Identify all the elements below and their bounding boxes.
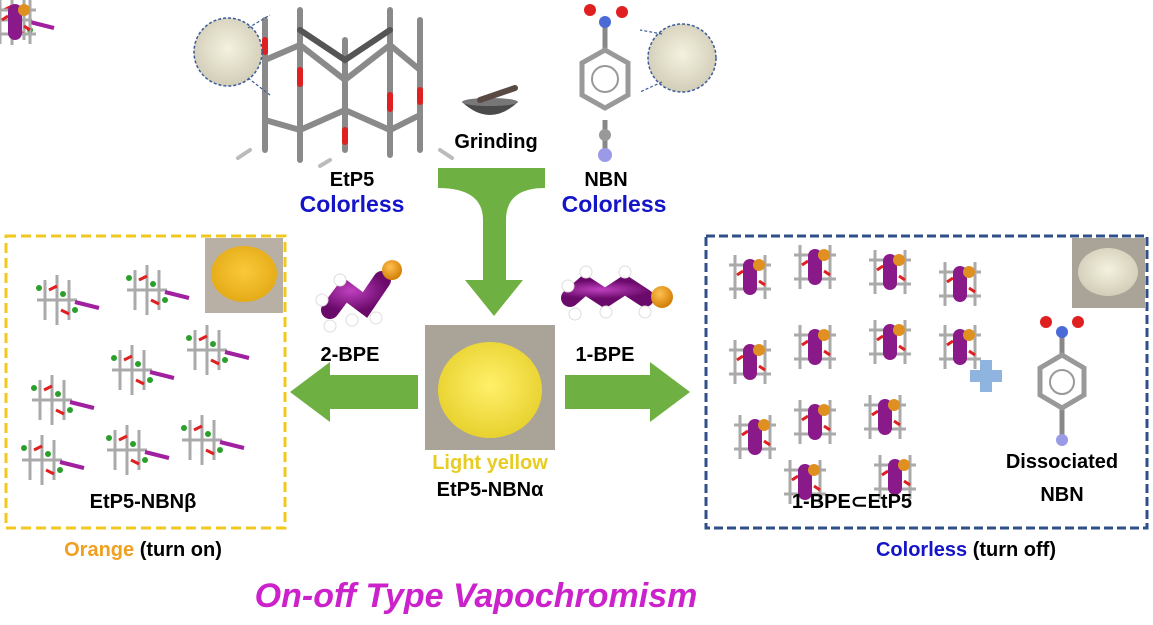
2-bpe-label: 2-BPE <box>320 344 380 366</box>
etp5-nbn-alpha-label: EtP5-NBNα <box>436 479 544 501</box>
1-bpe-label: 1-BPE <box>575 344 635 366</box>
turn-off-text: (turn off) <box>972 539 1057 561</box>
colorless-word: Colorless <box>875 539 968 561</box>
etp5-color-label: Colorless <box>299 191 405 217</box>
etp5-label: EtP5 <box>329 169 375 191</box>
plus-icon <box>970 360 1002 392</box>
orange-word: Orange <box>64 539 135 561</box>
mortar-pestle-icon <box>462 85 518 115</box>
etp5-molecule <box>236 7 454 168</box>
left-arrow <box>290 362 418 422</box>
orange-turn-on-label: Orange (turn on) <box>64 540 222 560</box>
nbn-molecule <box>579 4 631 162</box>
host-guest-packing <box>0 0 983 506</box>
dissociated-nbn-label: NBN <box>1040 484 1084 506</box>
turn-on-text: (turn on) <box>139 539 222 561</box>
grinding-label: Grinding <box>454 131 538 153</box>
nbn-label: NBN <box>584 169 628 191</box>
figure-title: On-off Type Vapochromism <box>254 577 698 615</box>
etp5-nbn-beta-label: EtP5-NBNβ <box>89 491 197 513</box>
etp5-powder-magnifier <box>193 14 271 96</box>
2-bpe-molecule <box>315 260 402 333</box>
grinding-merge-arrow <box>438 168 545 316</box>
etp5-nbn-beta-box <box>4 234 287 530</box>
dissociated-nbn-molecule <box>1037 316 1087 446</box>
1-bpe-etp5-box <box>704 234 1149 530</box>
dissociated-label: Dissociated <box>1005 451 1119 473</box>
right-arrow <box>565 362 690 422</box>
nbn-powder-magnifier <box>639 23 717 93</box>
colorless-turn-off-label: Colorless (turn off) <box>876 540 1056 560</box>
light-yellow-label: Light yellow <box>432 452 548 474</box>
1-bpe-etp5-label: 1-BPE⊂EtP5 <box>791 491 913 513</box>
nbn-color-label: Colorless <box>561 191 667 217</box>
1-bpe-molecule <box>561 265 673 321</box>
